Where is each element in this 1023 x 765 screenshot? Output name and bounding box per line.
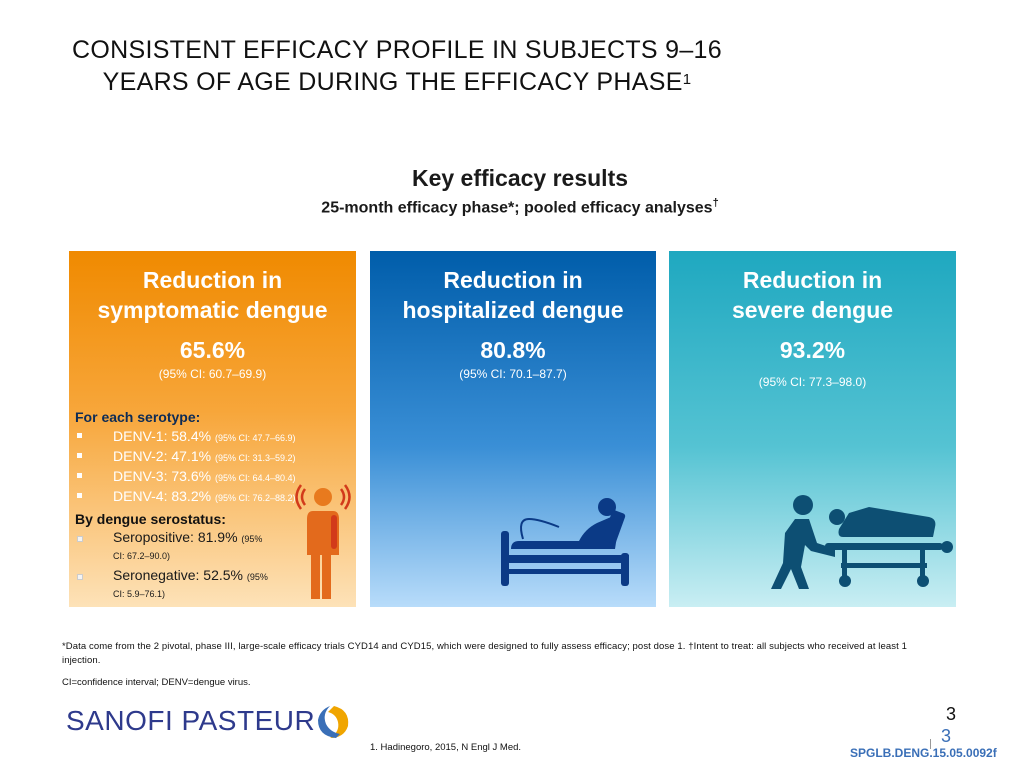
- abbreviations: CI=confidence interval; DENV=dengue viru…: [62, 677, 251, 688]
- page-number-secondary: 3: [941, 726, 952, 746]
- stretcher-icon: [771, 495, 953, 589]
- panel-value: 93.2%: [779, 337, 846, 363]
- panel-value: 80.8%: [480, 337, 546, 363]
- list-item: DENV-4: 83.2% (95% CI: 76.2–88.2): [75, 487, 350, 507]
- title-reference: 1: [682, 71, 692, 88]
- panel-title: Reduction in severe dengue: [731, 267, 894, 323]
- serostatus-list: Seropositive: 81.9% (95% CI: 67.2–90.0) …: [75, 530, 275, 606]
- document-code: SPGLB.DENG.15.05.0092f: [850, 746, 997, 760]
- list-item: DENV-3: 73.6% (95% CI: 64.4–80.4): [75, 467, 350, 487]
- panel-title: Reduction in hospitalized dengue: [402, 267, 624, 323]
- efficacy-phase-subheading: 25-month efficacy phase*; pooled efficac…: [321, 197, 719, 217]
- panel-value: 65.6%: [179, 337, 246, 363]
- sick-person-icon: [295, 484, 351, 599]
- hospitalized-panel: Reduction in hospitalized dengue 80.8% (…: [370, 251, 656, 607]
- page-divider: [930, 739, 931, 749]
- hospital-bed-icon: [501, 498, 629, 586]
- list-item: DENV-2: 47.1% (95% CI: 31.3–59.2): [75, 447, 350, 467]
- panel-title: Reduction in symptomatic dengue: [97, 267, 328, 323]
- panel-ci: (95% CI: 70.1–87.7): [459, 367, 567, 381]
- severe-panel: Reduction in severe dengue 93.2% (95% CI…: [669, 251, 956, 607]
- serotype-list: DENV-1: 58.4% (95% CI: 47.7–66.9) DENV-2…: [75, 427, 350, 507]
- logo-swirl-icon: [318, 706, 349, 738]
- key-results-heading: Key efficacy results: [411, 165, 629, 191]
- serostatus-heading: By dengue serostatus:: [75, 511, 226, 527]
- list-item: Seropositive: 81.9% (95% CI: 67.2–90.0): [75, 530, 275, 564]
- list-item: DENV-1: 58.4% (95% CI: 47.7–66.9): [75, 427, 350, 447]
- panel-ci: (95% CI: 77.3–98.0): [758, 375, 867, 389]
- symptomatic-panel: Reduction in symptomatic dengue 65.6% (9…: [69, 251, 356, 607]
- panel-ci: (95% CI: 60.7–69.9): [158, 367, 267, 381]
- list-item: Seronegative: 52.5% (95% CI: 5.9–76.1): [75, 568, 275, 602]
- footnote: *Data come from the 2 pivotal, phase III…: [62, 641, 907, 666]
- serotype-heading: For each serotype:: [75, 409, 201, 425]
- page-title: CONSISTENT EFFICACY PROFILE IN SUBJECTS …: [72, 36, 722, 96]
- page-number: 3: [946, 704, 957, 724]
- reference: 1. Hadinegoro, 2015, N Engl J Med.: [370, 742, 522, 753]
- results-subheading: Key efficacy results 25-month efficacy p…: [260, 163, 780, 218]
- sanofi-pasteur-logo: SANOFI PASTEUR: [66, 705, 316, 736]
